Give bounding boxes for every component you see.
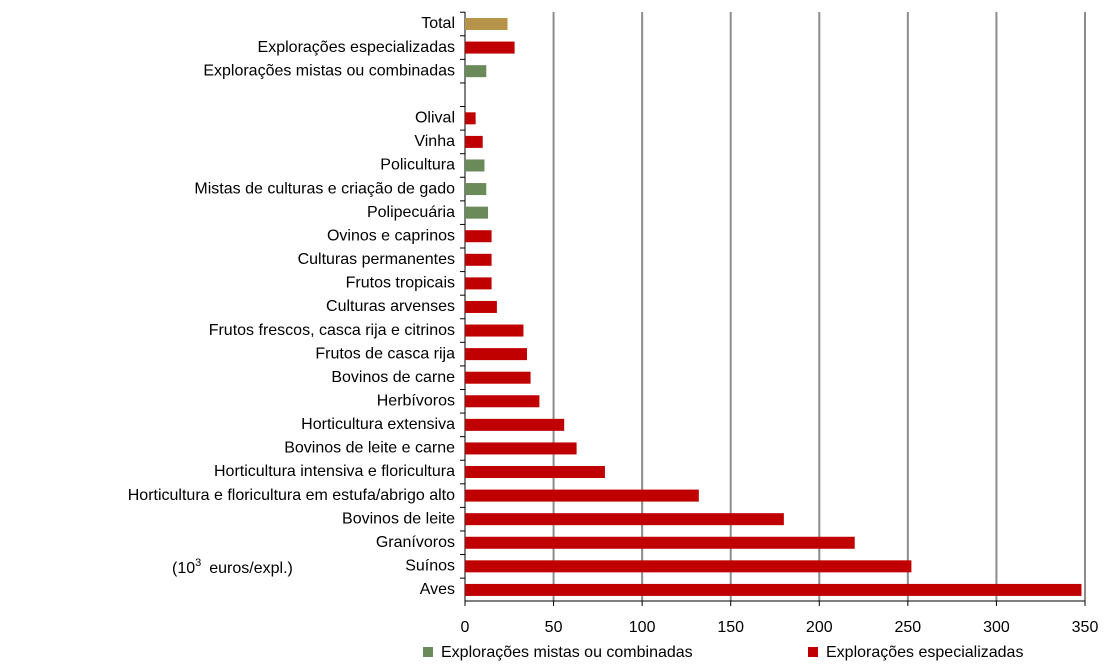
bar — [465, 135, 483, 148]
bar — [465, 418, 565, 431]
bar — [465, 348, 527, 361]
y-tick-label: Explorações especializadas — [258, 39, 455, 56]
y-tick-label: Frutos tropicais — [346, 275, 455, 292]
bar — [465, 583, 1082, 596]
legend-label: Explorações mistas ou combinadas — [441, 644, 693, 661]
bar — [465, 300, 497, 313]
bar — [465, 253, 492, 266]
bar — [465, 560, 912, 573]
bar — [465, 206, 489, 219]
x-tick-label: 50 — [545, 619, 563, 636]
y-tick-label: Culturas permanentes — [298, 251, 455, 268]
y-tick-label: Frutos frescos, casca rija e citrinos — [209, 322, 455, 339]
bar — [465, 442, 577, 455]
bar — [465, 489, 699, 502]
y-tick-label: Total — [421, 15, 455, 32]
x-tick-label: 350 — [1072, 619, 1099, 636]
bar — [465, 466, 605, 479]
legend-label: Explorações especializadas — [826, 644, 1023, 661]
bar — [465, 230, 492, 243]
y-tick-label: Suínos — [405, 558, 455, 575]
x-tick-label: 300 — [983, 619, 1010, 636]
y-tick-label: Ovinos e caprinos — [327, 227, 455, 244]
y-tick-label: Horticultura e floricultura em estufa/ab… — [128, 487, 455, 504]
bar — [465, 183, 487, 196]
y-tick-label: Bovinos de carne — [331, 369, 455, 386]
y-tick-label: Culturas arvenses — [326, 298, 455, 315]
y-tick-label: Bovinos de leite — [342, 510, 455, 527]
bar — [465, 112, 476, 125]
bar — [465, 536, 855, 549]
bar — [465, 65, 487, 78]
y-tick-label: Bovinos de leite e carne — [284, 440, 455, 457]
bar — [465, 395, 540, 408]
x-tick-label: 200 — [806, 619, 833, 636]
x-tick-label: 250 — [895, 619, 922, 636]
unit-label: (103 euros/expl.) — [172, 557, 293, 577]
unit-base: (10 — [172, 560, 195, 577]
bar — [465, 159, 485, 172]
y-tick-label: Explorações mistas ou combinadas — [203, 62, 455, 79]
y-tick-label: Horticultura intensiva e floricultura — [214, 463, 455, 480]
y-tick-label: Granívoros — [376, 534, 455, 551]
unit-sup: 3 — [195, 557, 201, 569]
unit-rest: euros/expl.) — [209, 560, 293, 577]
y-tick-label: Olival — [415, 110, 455, 127]
x-tick-label: 150 — [717, 619, 744, 636]
bar — [465, 18, 508, 30]
bar — [465, 324, 524, 337]
y-tick-label: Vinha — [414, 133, 455, 150]
legend-swatch — [808, 647, 818, 657]
bar — [465, 277, 492, 290]
y-tick-label: Polipecuária — [367, 204, 455, 221]
y-tick-label: Policultura — [380, 157, 455, 174]
y-tick-label: Horticultura extensiva — [301, 416, 455, 433]
bar — [465, 513, 784, 526]
y-tick-label: Aves — [420, 581, 455, 598]
y-tick-label: Frutos de casca rija — [315, 345, 455, 362]
y-tick-label: Mistas de culturas e criação de gado — [194, 180, 455, 197]
legend-swatch — [423, 647, 433, 657]
bar — [465, 41, 515, 54]
bar — [465, 371, 531, 384]
x-tick-label: 100 — [629, 619, 656, 636]
x-tick-label: 0 — [461, 619, 470, 636]
y-tick-label: Herbívoros — [377, 392, 455, 409]
